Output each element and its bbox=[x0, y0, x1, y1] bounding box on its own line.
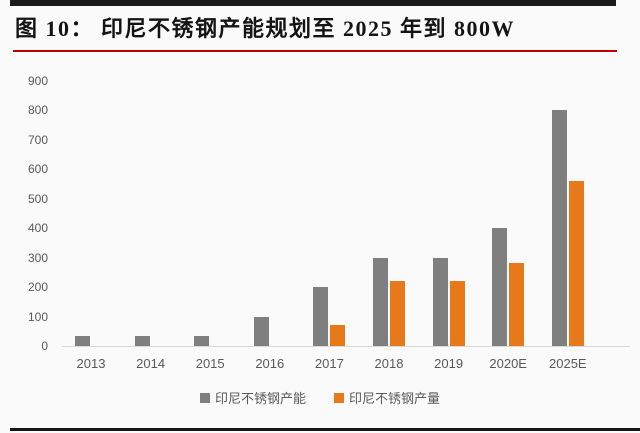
output-bar bbox=[568, 180, 584, 346]
output-bar bbox=[330, 325, 346, 346]
legend-item-capacity: 印尼不锈钢产能 bbox=[199, 388, 306, 407]
x-axis-tick-label: 2013 bbox=[76, 356, 106, 371]
x-axis-tick-label: 2017 bbox=[314, 356, 344, 371]
capacity-bar bbox=[313, 287, 329, 346]
legend-item-output: 印尼不锈钢产量 bbox=[334, 388, 440, 407]
y-axis-tick-label: 800 bbox=[27, 103, 48, 117]
bottom-divider-rule bbox=[10, 428, 640, 431]
title-underline-rule bbox=[13, 50, 617, 52]
output-bar bbox=[390, 281, 405, 346]
capacity-bar bbox=[134, 335, 150, 346]
figure-title: 图 10： 印尼不锈钢产能规划至 2025 年到 800W bbox=[15, 16, 516, 41]
y-axis-tick-label: 300 bbox=[27, 250, 48, 265]
output-series-swatch-icon bbox=[334, 392, 344, 403]
x-axis-line bbox=[62, 346, 630, 347]
capacity-bar bbox=[432, 257, 448, 346]
y-axis-tick-label: 500 bbox=[27, 191, 48, 206]
x-axis-tick-label: 2020E bbox=[489, 356, 527, 371]
y-axis-tick-label: 0 bbox=[41, 339, 48, 353]
x-axis-tick-label: 2019 bbox=[434, 356, 464, 371]
y-axis-tick-label: 200 bbox=[27, 280, 48, 294]
x-axis-tick-label: 2018 bbox=[374, 356, 404, 371]
capacity-bar bbox=[492, 228, 508, 346]
x-axis-tick-label: 2015 bbox=[195, 356, 225, 371]
x-axis-tick-label: 2014 bbox=[136, 356, 166, 371]
y-axis-tick-label: 700 bbox=[27, 132, 48, 147]
y-axis-tick-label: 900 bbox=[27, 73, 48, 88]
y-axis-tick-label: 600 bbox=[27, 162, 48, 176]
x-axis-tick-label: 2016 bbox=[255, 356, 285, 371]
output-bar bbox=[509, 263, 525, 346]
capacity-series-swatch-icon bbox=[199, 392, 210, 403]
chart-legend: 印尼不锈钢产能 印尼不锈钢产量 bbox=[0, 388, 640, 407]
capacity-bar bbox=[253, 316, 269, 346]
capacity-bar bbox=[194, 335, 210, 346]
x-axis-tick-label: 2025E bbox=[549, 356, 587, 371]
output-bar bbox=[449, 281, 465, 346]
bar-chart: 0 100 200 300 400 500 600 700 800 900 2013 2014 2015… bbox=[0, 56, 640, 416]
capacity-bar bbox=[373, 257, 388, 346]
y-axis-tick-label: 400 bbox=[27, 221, 48, 235]
legend-label-output: 印尼不锈钢产量 bbox=[349, 391, 441, 406]
capacity-bar bbox=[75, 335, 90, 346]
legend-label-capacity: 印尼不锈钢产能 bbox=[214, 391, 306, 406]
top-divider-rule bbox=[10, 0, 616, 6]
capacity-bar bbox=[551, 110, 567, 346]
y-axis-tick-label: 100 bbox=[27, 309, 48, 324]
